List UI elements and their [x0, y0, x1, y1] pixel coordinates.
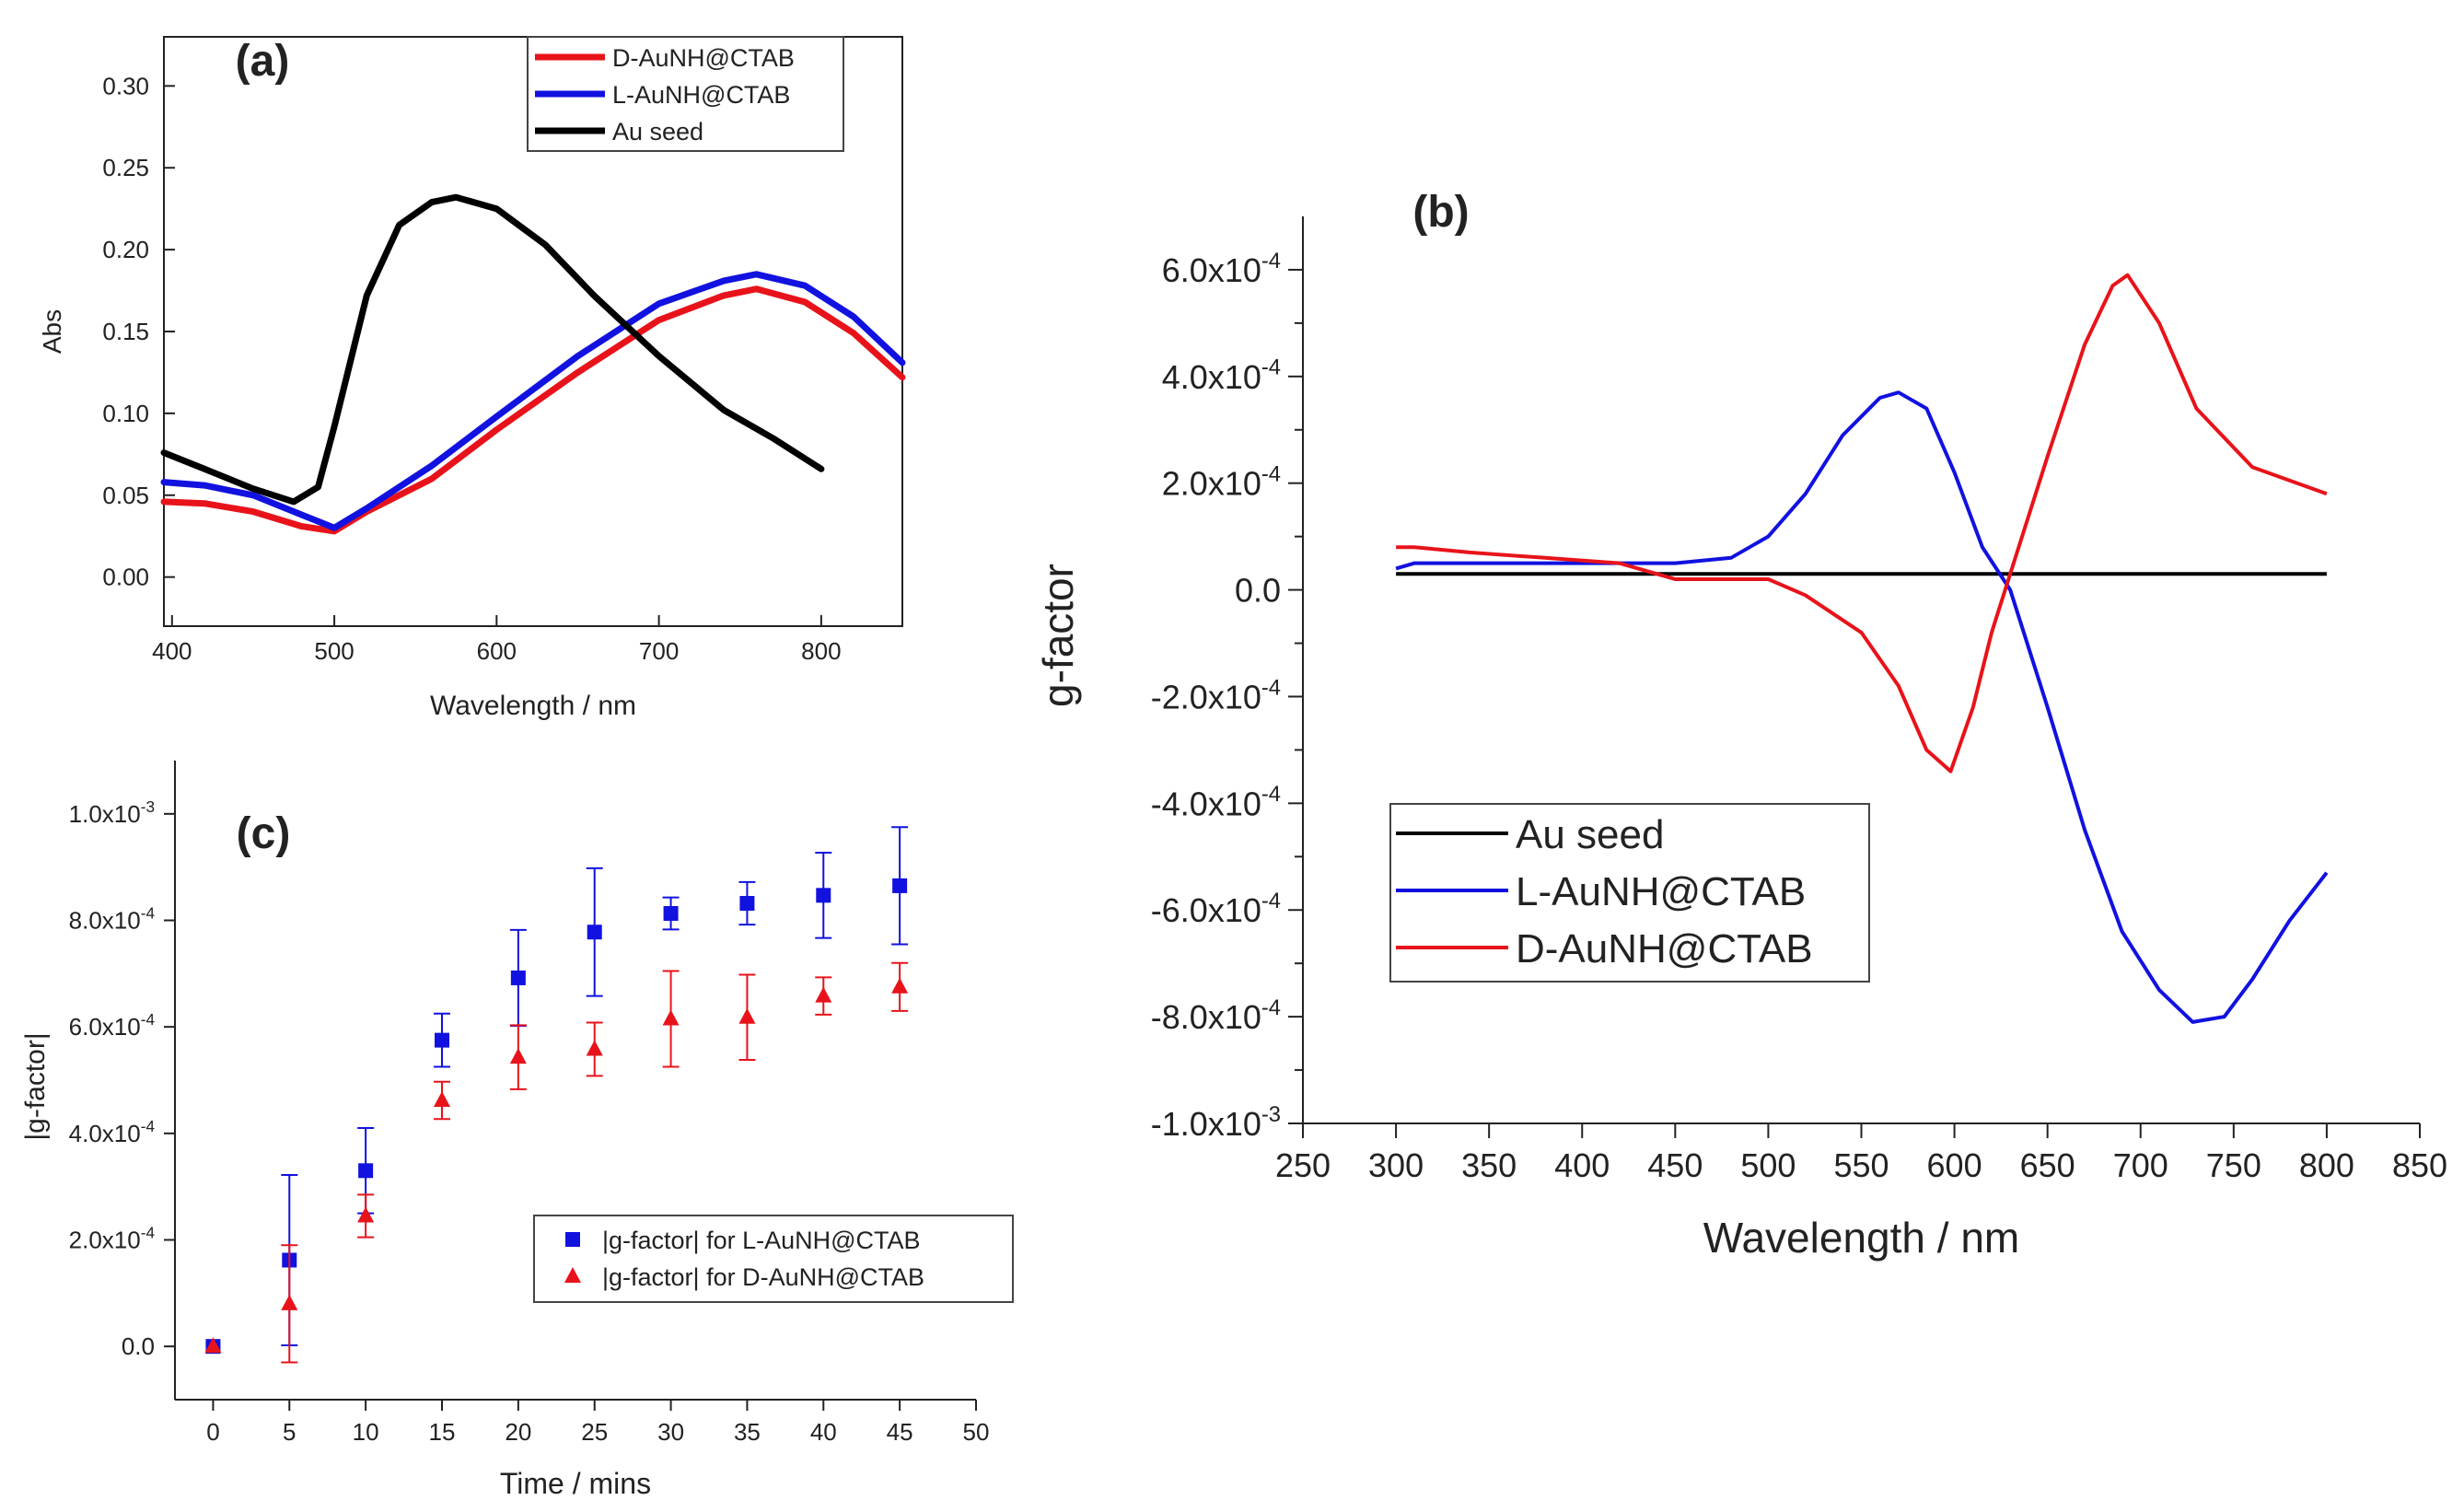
a-x-tick-label: 700 [639, 637, 679, 665]
c-marker-triangle [815, 986, 832, 1003]
c-y-tick-label: 4.0x10-4 [69, 1117, 156, 1147]
c-x-tick-label: 5 [283, 1418, 296, 1446]
b-x-tick-label: 350 [1461, 1146, 1517, 1184]
a-x-tick-label: 500 [314, 637, 354, 665]
b-x-tick-label: 400 [1554, 1146, 1610, 1184]
a-legend-label: D-AuNH@CTAB [612, 44, 795, 72]
b-panel-label: (b) [1412, 188, 1469, 237]
panel-a: 400 500 600 700 800 0.00 0.05 0.10 0.15 0.20 0.25 0… [38, 36, 906, 721]
b-x-tick-label: 850 [2392, 1146, 2447, 1184]
a-y-tick-label: 0.00 [102, 564, 149, 591]
c-marker-triangle [434, 1090, 450, 1107]
c-y-tick-label: 2.0x10-4 [69, 1224, 156, 1254]
c-marker-square [587, 925, 602, 940]
a-y-tick-label: 0.25 [102, 154, 149, 181]
c-x-tick-label: 35 [734, 1418, 761, 1446]
c-marker-triangle [204, 1337, 222, 1354]
c-panel-label: (c) [237, 809, 291, 858]
b-x-tick-label: 800 [2299, 1146, 2354, 1184]
b-legend-label: Au seed [1516, 812, 1664, 857]
a-x-axis-label: Wavelength / nm [430, 691, 636, 721]
b-x-tick-label: 600 [1927, 1146, 1982, 1184]
c-y-tick-label: 6.0x10-4 [69, 1010, 156, 1041]
a-y-tick-label: 0.15 [102, 318, 149, 345]
a-y-tick-label: 0.05 [102, 482, 149, 509]
a-series-line [160, 285, 906, 535]
c-x-tick-label: 40 [810, 1418, 837, 1446]
c-marker-triangle [586, 1040, 603, 1056]
c-marker-triangle [662, 1009, 680, 1026]
b-y-tick-label: -6.0x10-4 [1151, 889, 1281, 929]
c-legend-marker-square [565, 1232, 580, 1247]
c-legend-label: |g-factor| for L-AuNH@CTAB [602, 1227, 921, 1254]
c-marker-triangle [357, 1206, 375, 1223]
b-legend-label: D-AuNH@CTAB [1516, 926, 1813, 971]
a-series-line [160, 271, 906, 531]
b-y-tick-label: -2.0x10-4 [1151, 675, 1281, 715]
b-x-tick-label: 250 [1275, 1146, 1331, 1184]
a-legend-label: Au seed [612, 118, 703, 145]
a-y-tick-label: 0.20 [102, 236, 149, 263]
b-legend-label: L-AuNH@CTAB [1516, 869, 1806, 914]
c-x-tick-label: 45 [887, 1418, 913, 1446]
c-x-tick-label: 25 [581, 1418, 608, 1446]
b-series-line [1395, 390, 2329, 1024]
a-x-tick-label: 800 [801, 637, 841, 665]
c-y-axis-label: |g-factor| [20, 1032, 51, 1140]
b-x-tick-label: 300 [1368, 1146, 1424, 1184]
c-marker-square [739, 895, 755, 911]
b-y-tick-label: -1.0x10-3 [1151, 1102, 1281, 1143]
c-y-tick-label: 8.0x10-4 [69, 904, 156, 935]
c-marker-square [816, 888, 831, 903]
b-x-tick-label: 650 [2020, 1146, 2075, 1184]
c-marker-square [663, 905, 679, 921]
b-y-tick-label: 4.0x10-4 [1162, 355, 1281, 396]
b-y-tick-label: -8.0x10-4 [1151, 995, 1281, 1036]
b-x-tick-label: 700 [2113, 1146, 2168, 1184]
b-y-axis-label: g-factor [1034, 564, 1082, 707]
c-marker-square [358, 1163, 374, 1179]
a-y-tick-label: 0.10 [102, 400, 149, 427]
c-marker-triangle [509, 1048, 527, 1064]
c-marker-square [892, 878, 908, 893]
a-series-line [160, 193, 825, 506]
a-x-tick-label: 600 [477, 637, 517, 665]
b-y-tick-label: 6.0x10-4 [1162, 249, 1281, 289]
a-y-tick-label: 0.30 [102, 72, 149, 99]
c-marker-triangle [891, 977, 909, 994]
c-marker-square [510, 970, 526, 985]
c-x-tick-label: 20 [505, 1418, 531, 1446]
c-legend-label: |g-factor| for D-AuNH@CTAB [602, 1263, 924, 1291]
panel-c: 0 5 10 15 20 25 30 35 40 45 50 0.0 2.0x10-4 4.0x10-4 6… [20, 761, 1014, 1500]
c-y-tick-label: 1.0x10-3 [69, 797, 155, 828]
c-marker-triangle [738, 1007, 756, 1024]
c-x-tick-label: 15 [429, 1418, 456, 1446]
c-x-tick-label: 10 [353, 1418, 379, 1446]
c-marker-triangle [281, 1294, 298, 1310]
b-x-tick-label: 450 [1647, 1146, 1703, 1184]
a-legend-label: L-AuNH@CTAB [612, 81, 790, 109]
a-y-axis-label: Abs [38, 309, 66, 354]
c-legend-marker-triangle [564, 1267, 581, 1283]
b-x-tick-label: 550 [1833, 1146, 1889, 1184]
b-x-tick-label: 750 [2206, 1146, 2261, 1184]
b-y-tick-label: -4.0x10-4 [1151, 782, 1281, 822]
c-x-tick-label: 30 [657, 1418, 684, 1446]
c-marker-square [435, 1032, 449, 1048]
panel-b: 250 300 350 400 450 500 550 600 650 700 750 800 850 6… [1034, 188, 2447, 1262]
b-series-line [1396, 273, 2328, 773]
b-y-tick-label: 0.0 [1235, 572, 1281, 610]
a-x-tick-label: 400 [152, 637, 192, 665]
c-x-axis-label: Time / mins [500, 1467, 651, 1500]
a-panel-label: (a) [236, 37, 290, 86]
b-x-axis-label: Wavelength / nm [1703, 1214, 2019, 1262]
c-legend [533, 1215, 1014, 1303]
c-x-tick-label: 0 [206, 1418, 219, 1446]
b-x-tick-label: 500 [1740, 1146, 1796, 1184]
b-y-tick-label: 2.0x10-4 [1162, 462, 1281, 503]
c-x-tick-label: 50 [963, 1418, 990, 1446]
c-y-tick-label: 0.0 [122, 1332, 155, 1360]
